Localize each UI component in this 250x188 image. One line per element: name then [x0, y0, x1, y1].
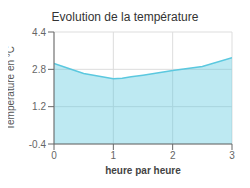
svg-text:0: 0: [51, 150, 57, 161]
svg-text:1.2: 1.2: [32, 101, 46, 112]
svg-text:heure par heure: heure par heure: [105, 165, 181, 176]
svg-text:1: 1: [111, 150, 117, 161]
svg-text:4.4: 4.4: [32, 27, 46, 38]
svg-text:2.8: 2.8: [32, 64, 46, 75]
svg-text:-0.4: -0.4: [29, 139, 47, 150]
html-text:Evolution de la température: Evolution de la température: [51, 10, 199, 24]
svg-text:Température en °C: Température en °C: [8, 46, 16, 130]
svg-text:3: 3: [229, 150, 235, 161]
svg-text:2: 2: [170, 150, 176, 161]
